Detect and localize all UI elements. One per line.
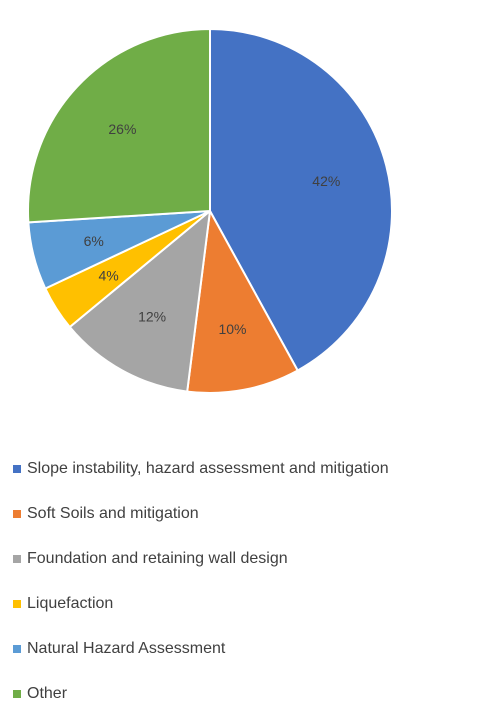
legend-swatch bbox=[13, 464, 21, 473]
legend-item-4: Natural Hazard Assessment bbox=[13, 626, 493, 671]
legend-swatch bbox=[13, 554, 21, 563]
slice-data-label-0: 42% bbox=[312, 173, 340, 189]
pie-chart-svg: 42% 10% 12% 4% 6% 26% bbox=[27, 28, 393, 394]
legend-label: Liquefaction bbox=[27, 594, 114, 612]
legend-item-5: Other bbox=[13, 671, 493, 716]
slice-data-label-1: 10% bbox=[218, 321, 246, 337]
legend-item-3: Liquefaction bbox=[13, 581, 493, 626]
legend-swatch bbox=[13, 599, 21, 608]
pie-chart: 42% 10% 12% 4% 6% 26% bbox=[27, 28, 393, 394]
chart-legend: Slope instability, hazard assessment and… bbox=[13, 446, 493, 716]
pie-slice-5 bbox=[27, 28, 211, 224]
legend-label: Other bbox=[27, 684, 68, 702]
legend-label: Slope instability, hazard assessment and… bbox=[27, 459, 389, 477]
pie-slice-2 bbox=[68, 210, 211, 393]
legend-swatch bbox=[13, 509, 21, 518]
pie-slice-0 bbox=[209, 28, 393, 372]
legend-item-1: Soft Soils and mitigation bbox=[13, 491, 493, 536]
slice-data-label-5: 26% bbox=[108, 121, 136, 137]
slice-data-label-4: 6% bbox=[84, 233, 104, 249]
legend-label: Foundation and retaining wall design bbox=[27, 549, 288, 567]
pie-slice-1 bbox=[186, 210, 299, 394]
legend-label: Natural Hazard Assessment bbox=[27, 639, 226, 657]
legend-swatch bbox=[13, 644, 21, 653]
legend-label: Soft Soils and mitigation bbox=[27, 504, 199, 522]
slice-data-label-3: 4% bbox=[98, 267, 118, 283]
legend-swatch bbox=[13, 689, 21, 698]
slice-data-label-2: 12% bbox=[138, 308, 166, 324]
legend-item-0: Slope instability, hazard assessment and… bbox=[13, 446, 493, 491]
legend-item-2: Foundation and retaining wall design bbox=[13, 536, 493, 581]
